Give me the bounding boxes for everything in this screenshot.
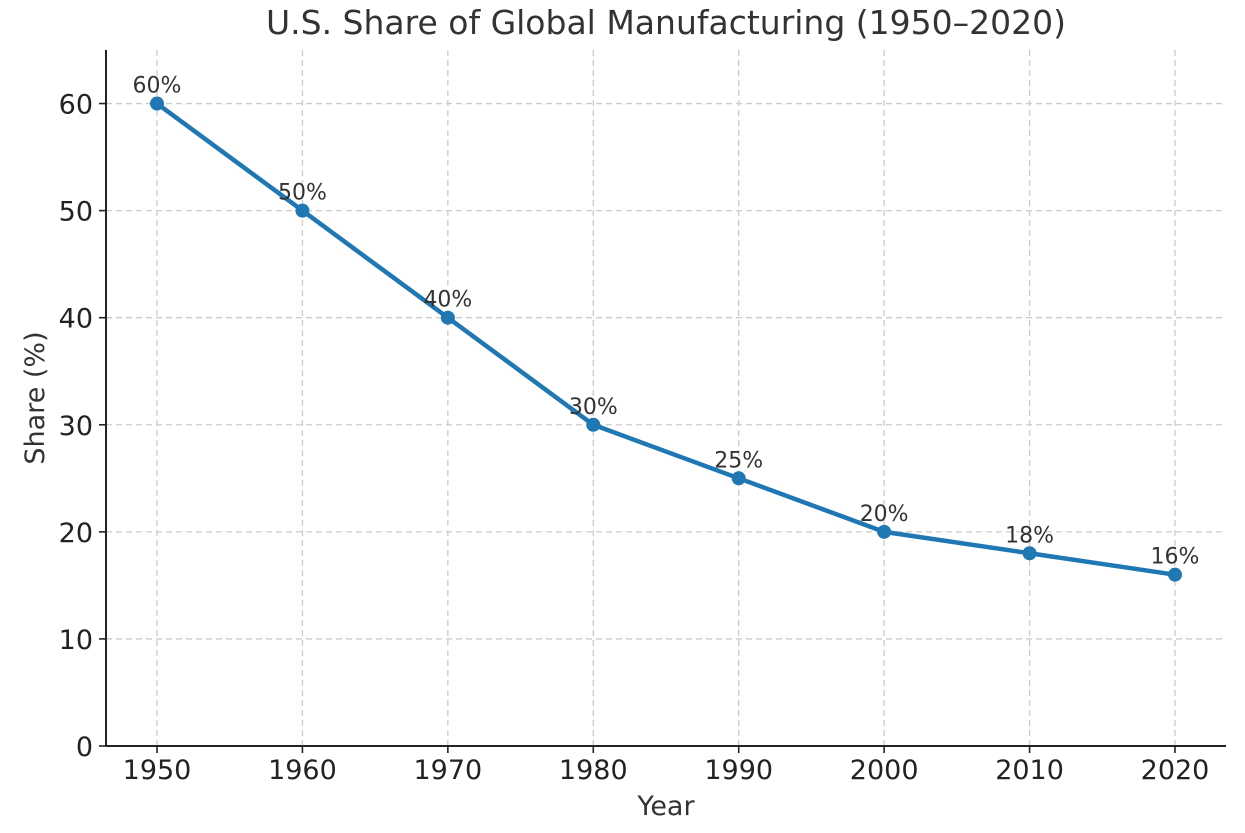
y-tick-label: 0 <box>76 732 93 763</box>
x-tick-label: 1990 <box>704 755 773 786</box>
data-label: 50% <box>278 181 327 206</box>
data-point <box>1168 567 1182 582</box>
data-point <box>150 96 164 111</box>
y-tick-label: 20 <box>59 518 93 549</box>
data-label: 25% <box>714 448 763 473</box>
series-line <box>154 101 1178 577</box>
y-tick-label: 10 <box>59 625 93 656</box>
y-tick-label: 50 <box>59 197 93 228</box>
data-point <box>1022 546 1037 561</box>
data-point <box>877 524 892 539</box>
data-point <box>731 471 746 486</box>
data-label: 60% <box>133 74 182 99</box>
y-tick-label: 30 <box>59 411 93 442</box>
x-tick-label: 2020 <box>1141 755 1210 786</box>
x-tick-label: 1980 <box>559 755 628 786</box>
data-label: 20% <box>860 502 909 527</box>
data-point <box>295 203 310 218</box>
data-series: 60% 50% 40% 30% 25% 20% 18% 16% <box>133 74 1200 582</box>
data-label: 16% <box>1151 545 1200 570</box>
x-tick-label: 1950 <box>123 755 192 786</box>
x-tick-label: 2010 <box>995 755 1064 786</box>
data-label: 18% <box>1005 523 1054 548</box>
x-axis-label: Year <box>636 791 695 822</box>
data-label: 30% <box>569 395 618 420</box>
data-point <box>586 417 601 432</box>
y-axis-label: Share (%) <box>20 331 51 464</box>
y-axis-ticks: 0 10 20 30 40 50 60 <box>59 90 106 763</box>
x-tick-label: 1960 <box>268 755 337 786</box>
x-tick-label: 2000 <box>850 755 919 786</box>
axes <box>105 50 1226 747</box>
x-tick-label: 1970 <box>413 755 482 786</box>
data-point <box>440 310 455 325</box>
chart-title: U.S. Share of Global Manufacturing (1950… <box>266 3 1066 42</box>
data-label: 40% <box>423 288 472 313</box>
grid-lines <box>106 50 1226 746</box>
y-tick-label: 60 <box>59 90 93 121</box>
y-tick-label: 40 <box>59 304 93 335</box>
x-axis-ticks: 1950 1960 1970 1980 1990 2000 2010 2020 <box>123 746 1210 786</box>
